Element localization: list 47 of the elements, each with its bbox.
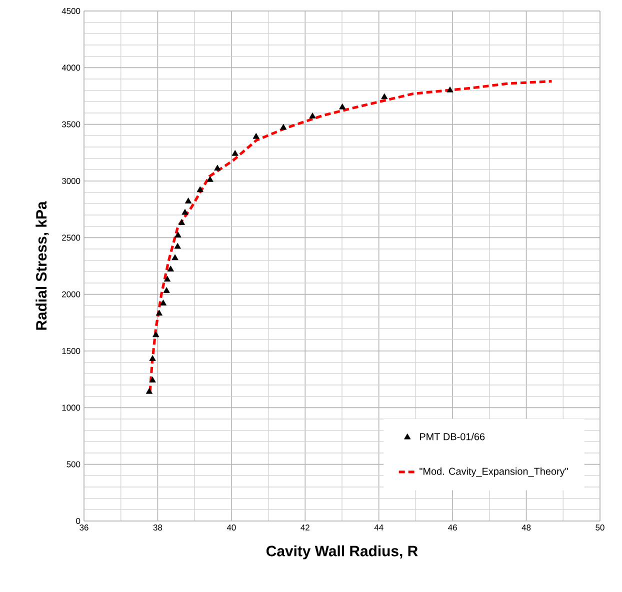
y-tick-label: 3500	[62, 121, 80, 128]
point	[174, 232, 182, 238]
y-tick-label: 2500	[62, 234, 80, 241]
x-tick-label: 44	[374, 524, 384, 530]
point	[206, 176, 214, 182]
point	[280, 124, 287, 130]
point	[178, 219, 185, 225]
point	[214, 164, 221, 171]
legend-label: "Mod. Cavity_Expansion_Theory"	[420, 468, 568, 477]
point	[339, 104, 346, 110]
point	[252, 133, 260, 139]
point	[232, 150, 238, 156]
x-tick-label: 40	[226, 524, 236, 531]
y-tick-label: 0	[76, 518, 80, 524]
point	[152, 331, 160, 338]
point	[149, 376, 156, 382]
point	[185, 198, 192, 204]
point	[381, 93, 388, 100]
x-tick-label: 50	[596, 524, 604, 531]
point	[164, 276, 171, 282]
point	[196, 186, 204, 192]
legend-label: PMT DB-01/66	[420, 432, 485, 440]
y-tick-label: 2000	[62, 291, 80, 298]
point	[160, 300, 167, 306]
y-tick-label: 4000	[62, 64, 80, 71]
point	[146, 388, 153, 394]
y-tick-label: 3000	[62, 178, 80, 184]
x-tick-label: 36	[80, 524, 88, 531]
point	[174, 242, 181, 249]
y-tick-label: 4500	[62, 8, 80, 14]
point	[172, 254, 178, 260]
point	[446, 86, 454, 92]
point	[149, 355, 156, 361]
y-tick-label: 500	[66, 461, 80, 468]
x-axis-title: Cavity Wall Radius, R	[266, 545, 418, 560]
x-tick-label: 46	[448, 524, 457, 531]
point	[309, 112, 316, 118]
y-axis-title: Radial Stress, kPa	[36, 201, 49, 330]
x-tick-label: 48	[522, 524, 531, 531]
point	[182, 208, 188, 215]
x-tick-label: 42	[300, 524, 310, 530]
point	[163, 287, 170, 293]
y-tick-label: 1000	[62, 404, 80, 411]
point	[156, 310, 162, 316]
x-tick-label: 38	[153, 524, 162, 531]
y-tick-label: 1500	[62, 348, 80, 354]
point	[167, 266, 174, 272]
